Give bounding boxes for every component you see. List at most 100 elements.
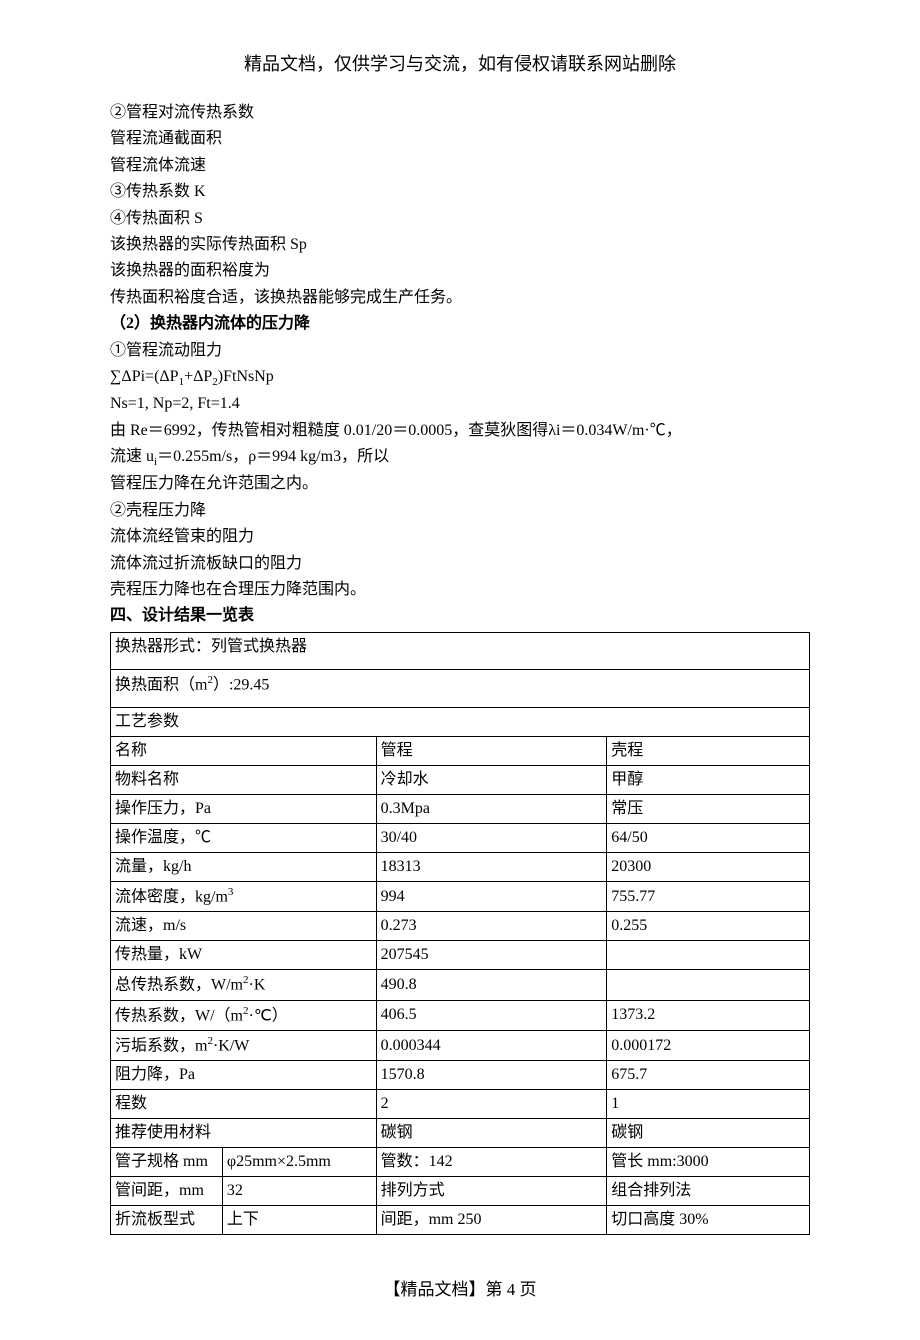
section-title: 四、设计结果一览表 — [110, 603, 810, 629]
table-cell: 管数：142 — [376, 1148, 607, 1177]
table-cell: 碳钢 — [607, 1119, 810, 1148]
table-row: 推荐使用材料 碳钢 碳钢 — [111, 1119, 810, 1148]
table-row: 换热器形式：列管式换热器 — [111, 632, 810, 669]
line: ③传热系数 K — [110, 179, 810, 205]
line: ①管程流动阻力 — [110, 338, 810, 364]
table-header: 名称 — [111, 737, 377, 766]
line: 流速 ui＝0.255m/s，ρ＝994 kg/m3，所以 — [110, 444, 810, 471]
table-row: 流体密度，kg/m3 994 755.77 — [111, 882, 810, 912]
text: +ΔP — [184, 368, 212, 385]
table-row: 传热量，kW 207545 — [111, 941, 810, 970]
table-cell: 推荐使用材料 — [111, 1119, 377, 1148]
table-cell: 流体密度，kg/m3 — [111, 882, 377, 912]
text: ＝0.255m/s，ρ＝994 kg/m3，所以 — [157, 448, 389, 465]
text: 传热系数，W/（m — [115, 1007, 243, 1024]
table-cell: 总传热系数，W/m2·K — [111, 970, 377, 1000]
table-cell: 碳钢 — [376, 1119, 607, 1148]
line: 壳程压力降也在合理压力降范围内。 — [110, 577, 810, 603]
body-text: ②管程对流传热系数 管程流通截面积 管程流体流速 ③传热系数 K ④传热面积 S… — [110, 100, 810, 630]
table-row: 换热面积（m2）:29.45 — [111, 669, 810, 707]
table-cell: 18313 — [376, 853, 607, 882]
results-table: 换热器形式：列管式换热器 换热面积（m2）:29.45 工艺参数 名称 管程 壳… — [110, 632, 810, 1236]
line-bold: （2）换热器内流体的压力降 — [110, 311, 810, 337]
table-cell: 207545 — [376, 941, 607, 970]
table-row: 物料名称 冷却水 甲醇 — [111, 766, 810, 795]
line: ②管程对流传热系数 — [110, 100, 810, 126]
text: ∑ΔPi=(ΔP — [110, 368, 179, 385]
table-row: 管间距，mm 32 排列方式 组合排列法 — [111, 1177, 810, 1206]
line: Ns=1, Np=2, Ft=1.4 — [110, 391, 810, 417]
table-cell: 0.273 — [376, 912, 607, 941]
table-cell — [607, 941, 810, 970]
text: 流体密度，kg/m — [115, 888, 228, 905]
table-cell: 755.77 — [607, 882, 810, 912]
table-cell: 冷却水 — [376, 766, 607, 795]
line-formula: ∑ΔPi=(ΔP1+ΔP2)FtNsNp — [110, 364, 810, 391]
table-row: 传热系数，W/（m2·℃） 406.5 1373.2 — [111, 1000, 810, 1030]
line: ④传热面积 S — [110, 206, 810, 232]
table-cell: 1373.2 — [607, 1000, 810, 1030]
table-header: 管程 — [376, 737, 607, 766]
table-cell: 组合排列法 — [607, 1177, 810, 1206]
table-cell: 传热系数，W/（m2·℃） — [111, 1000, 377, 1030]
text: ·℃） — [249, 1007, 288, 1024]
line: ②壳程压力降 — [110, 498, 810, 524]
table-cell: 传热量，kW — [111, 941, 377, 970]
page-footer: 【精品文档】第 4 页 — [110, 1275, 810, 1300]
table-cell: 管长 mm:3000 — [607, 1148, 810, 1177]
table-cell: 常压 — [607, 795, 810, 824]
text: ）:29.45 — [213, 676, 269, 693]
text: 流速 u — [110, 448, 154, 465]
table-row: 总传热系数，W/m2·K 490.8 — [111, 970, 810, 1000]
table-cell: 物料名称 — [111, 766, 377, 795]
table-cell: 污垢系数，m2·K/W — [111, 1031, 377, 1061]
line: 管程压力降在允许范围之内。 — [110, 471, 810, 497]
page-header: 精品文档，仅供学习与交流，如有侵权请联系网站删除 — [110, 50, 810, 76]
table-cell: 阻力降，Pa — [111, 1061, 377, 1090]
table-row: 工艺参数 — [111, 708, 810, 737]
table-cell: 64/50 — [607, 824, 810, 853]
text: 间距，mm — [381, 1211, 454, 1228]
line: 管程流体流速 — [110, 153, 810, 179]
table-cell: 0.255 — [607, 912, 810, 941]
table-cell: 换热器形式：列管式换热器 — [111, 632, 810, 669]
superscript: 3 — [228, 886, 234, 898]
table-row: 折流板型式 上下 间距，mm 250 切口高度 30% — [111, 1206, 810, 1235]
line: 由 Re＝6992，传热管相对粗糙度 0.01/20＝0.0005，查莫狄图得λ… — [110, 418, 810, 444]
table-row: 操作温度，℃ 30/40 64/50 — [111, 824, 810, 853]
table-cell: 甲醇 — [607, 766, 810, 795]
table-cell — [607, 970, 810, 1000]
table-cell: 操作温度，℃ — [111, 824, 377, 853]
table-cell: 工艺参数 — [111, 708, 810, 737]
table-cell: 0.000344 — [376, 1031, 607, 1061]
table-cell: 30/40 — [376, 824, 607, 853]
table-cell: 操作压力，Pa — [111, 795, 377, 824]
line: 流体流过折流板缺口的阻力 — [110, 551, 810, 577]
table-cell: 490.8 — [376, 970, 607, 1000]
table-cell: 管子规格 mm — [111, 1148, 223, 1177]
line: 该换热器的面积裕度为 — [110, 258, 810, 284]
table-row: 程数 2 1 — [111, 1090, 810, 1119]
line: 管程流通截面积 — [110, 126, 810, 152]
table-row: 管子规格 mm φ25mm×2.5mm 管数：142 管长 mm:3000 — [111, 1148, 810, 1177]
line: 流体流经管束的阻力 — [110, 524, 810, 550]
table-row: 阻力降，Pa 1570.8 675.7 — [111, 1061, 810, 1090]
table-header: 壳程 — [607, 737, 810, 766]
text: ·K — [249, 977, 266, 994]
table-cell: 上下 — [222, 1206, 376, 1235]
table-cell: 1 — [607, 1090, 810, 1119]
table-cell: 994 — [376, 882, 607, 912]
table-cell: 0.000172 — [607, 1031, 810, 1061]
text: ·K/W — [213, 1037, 249, 1054]
table-cell: 间距，mm 250 — [376, 1206, 607, 1235]
table-cell: 1570.8 — [376, 1061, 607, 1090]
table-cell: 排列方式 — [376, 1177, 607, 1206]
table-row: 流量，kg/h 18313 20300 — [111, 853, 810, 882]
table-cell: φ25mm×2.5mm — [222, 1148, 376, 1177]
text: 250 — [458, 1211, 482, 1228]
line: 传热面积裕度合适，该换热器能够完成生产任务。 — [110, 285, 810, 311]
text: 换热面积（m — [115, 676, 207, 693]
table-cell: 管间距，mm — [111, 1177, 223, 1206]
table-cell: 675.7 — [607, 1061, 810, 1090]
table-row: 操作压力，Pa 0.3Mpa 常压 — [111, 795, 810, 824]
